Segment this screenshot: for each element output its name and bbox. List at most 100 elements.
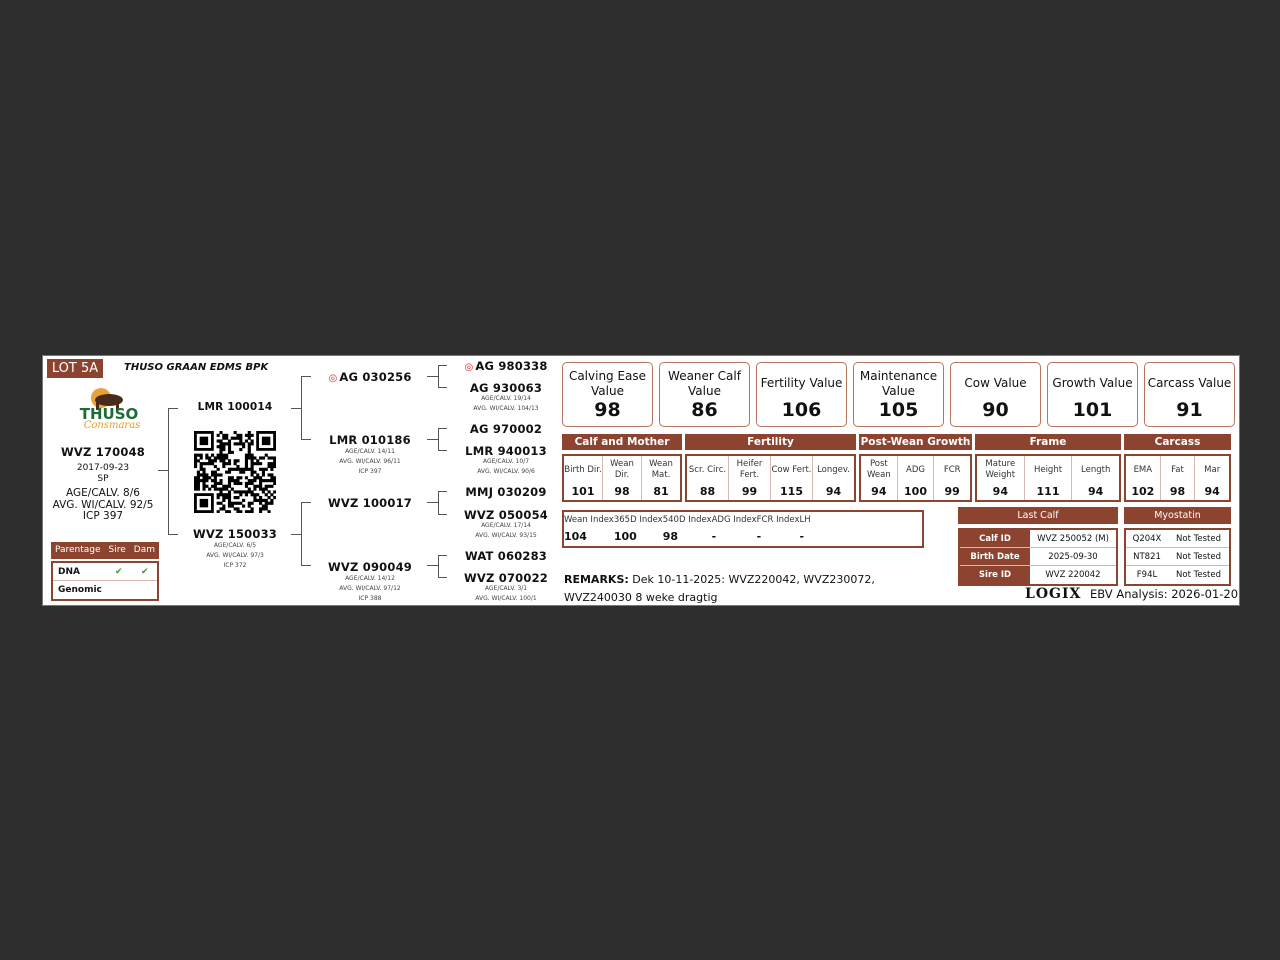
ebv-cell: Wean Mat. 81	[642, 456, 680, 500]
group-header: Fertility	[685, 434, 856, 450]
svg-text:THUSO: THUSO	[80, 405, 139, 423]
gen3-animal[interactable]: ◎ AG 980338	[464, 359, 547, 373]
group-header: Calf and Mother	[562, 434, 682, 450]
pedigree-line	[438, 365, 447, 366]
animal-type: SP	[97, 474, 109, 484]
index-label: Wean Index	[564, 515, 614, 525]
ebv-label: FCR	[943, 464, 961, 475]
qr-code[interactable]	[194, 431, 276, 513]
group-table: Post Wean 94 ADG 100 FCR 99	[859, 454, 972, 502]
gen3-animal[interactable]: LMR 940013	[465, 444, 547, 458]
pedigree-line	[438, 491, 447, 492]
index-cell: Wean Index 104	[564, 512, 614, 546]
ebv-value: 88	[699, 485, 716, 498]
value-label: Weaner Calf Value	[668, 368, 741, 398]
ebv-cell: Mature Weight 94	[977, 456, 1025, 500]
pedigree-line	[427, 565, 438, 566]
value-label: Growth Value	[1052, 376, 1133, 390]
dam-id[interactable]: WVZ 150033	[193, 527, 277, 541]
pedigree-line	[427, 376, 438, 377]
group-table: EMA 102 Fat 98 Mar 94	[1124, 454, 1231, 502]
ebv-value: 94	[992, 485, 1008, 498]
group-header: Frame	[975, 434, 1121, 450]
remarks-line-1: Dek 10-11-2025: WVZ220042, WVZ230072,	[632, 573, 875, 586]
index-value: 100	[613, 530, 637, 543]
dna-row: DNA ✔ ✔	[53, 563, 157, 581]
gen3-age: AGE/CALV. 10/7	[482, 458, 530, 465]
gen3-id[interactable]: AG 970002	[469, 422, 543, 436]
ebv-label: Longev.	[817, 464, 850, 475]
svg-text:Consmaras: Consmaras	[84, 420, 141, 431]
value-card: Growth Value 101	[1047, 362, 1138, 427]
animal-id: WVZ 170048	[61, 445, 145, 459]
gen3-avg: AVG. WI/CALV. 90/6	[477, 468, 535, 475]
lot-badge: LOT 5A	[47, 359, 103, 378]
dam-avg: AVG. WI/CALV. 97/3	[206, 552, 264, 559]
gen2-animal[interactable]: WVZ 090049	[328, 560, 412, 574]
index-value: 104	[564, 530, 587, 543]
gen2-id[interactable]: WVZ 100017	[328, 496, 412, 510]
gen3-animal[interactable]: WVZ 070022	[464, 571, 548, 585]
sire-id[interactable]: LMR 100014	[197, 401, 273, 413]
genomic-label: Genomic	[58, 585, 102, 595]
animal-icp: ICP 397	[82, 510, 124, 522]
gen3-animal[interactable]: AG 930063	[470, 381, 542, 395]
gen3-id[interactable]: AG 980338	[475, 359, 548, 373]
gen2-animal[interactable]: LMR 010186	[329, 433, 411, 447]
dam-age: AGE/CALV. 6/5	[213, 542, 257, 549]
gen3-id[interactable]: MMJ 030209	[465, 485, 547, 499]
gen2-id[interactable]: LMR 010186	[329, 433, 411, 447]
gen3-id[interactable]: LMR 940013	[465, 444, 547, 458]
value-number: 98	[594, 399, 621, 421]
gen3-age: AGE/CALV. 3/1	[484, 585, 528, 592]
index-cell: ADG Index -	[712, 512, 757, 546]
group-table: Scr. Circ. 88 Heifer Fert. 99 Cow Fert. 115 Lo…	[685, 454, 856, 502]
pedigree-line	[438, 555, 447, 556]
gen3-animal[interactable]: WAT 060283	[465, 549, 547, 563]
pedigree-line	[438, 555, 439, 578]
gen3-animal[interactable]: MMJ 030209	[465, 485, 546, 499]
gen2-animal[interactable]: ◎ AG 030256	[328, 370, 411, 384]
ebv-label: Mature Weight	[985, 459, 1016, 480]
gen3-id[interactable]: WVZ 050054	[464, 508, 548, 522]
kv-value: WVZ 250052 (M)	[1037, 534, 1109, 544]
ebv-label: Height	[1033, 464, 1063, 475]
group-table: Mature Weight 94 Height 111 Length 94	[975, 454, 1121, 502]
kv-value: Not Tested	[1176, 552, 1221, 562]
gen3-id[interactable]: WAT 060283	[464, 549, 548, 563]
ebv-cell: EMA 102	[1126, 456, 1161, 500]
ebv-value: 100	[904, 485, 927, 498]
gen2-id[interactable]: WVZ 090049	[328, 560, 412, 574]
value-number: 101	[1072, 399, 1113, 421]
kv-value: Not Tested	[1176, 570, 1221, 580]
value-number: 91	[1176, 399, 1203, 421]
gen3-id[interactable]: AG 930063	[469, 381, 543, 395]
pedigree-line	[438, 387, 447, 388]
kv-value: 2025-09-30	[1048, 552, 1098, 562]
pedigree-line	[438, 577, 447, 578]
index-value: 98	[662, 530, 679, 543]
last-calf-table: Calf ID WVZ 250052 (M) Birth Date 2025-09-3…	[958, 528, 1118, 586]
gen3-id[interactable]: WVZ 070022	[464, 571, 548, 585]
ebv-label: Cow Fert.	[771, 464, 812, 475]
gen2-id[interactable]: AG 030256	[339, 370, 412, 384]
ebv-value: 101	[571, 485, 595, 498]
index-cell: 540D Index 98	[663, 512, 712, 546]
kv-key: F94L	[1136, 570, 1158, 580]
ebv-cell: FCR 99	[934, 456, 970, 500]
dna-label: DNA	[58, 567, 80, 577]
index-cell: LH -	[800, 512, 811, 546]
value-label: Calving Ease Value	[568, 368, 647, 398]
parentage-table: DNA ✔ ✔ Genomic	[51, 561, 159, 601]
gen2-age: AGE/CALV. 14/11	[345, 448, 395, 455]
gen2-icp: ICP 388	[358, 595, 382, 602]
ebv-analysis-date: EBV Analysis: 2026-01-20	[1090, 587, 1239, 601]
ebv-value: 111	[1036, 485, 1060, 498]
gen2-animal[interactable]: WVZ 100017	[328, 496, 412, 510]
gen3-animal[interactable]: WVZ 050054	[464, 508, 548, 522]
value-card: Weaner Calf Value 86	[659, 362, 750, 427]
animal-dob: 2017-09-23	[76, 463, 130, 473]
gen3-animal[interactable]: AG 970002	[470, 422, 542, 436]
index-label: 365D Index	[613, 515, 663, 525]
value-card: Fertility Value 106	[756, 362, 847, 427]
